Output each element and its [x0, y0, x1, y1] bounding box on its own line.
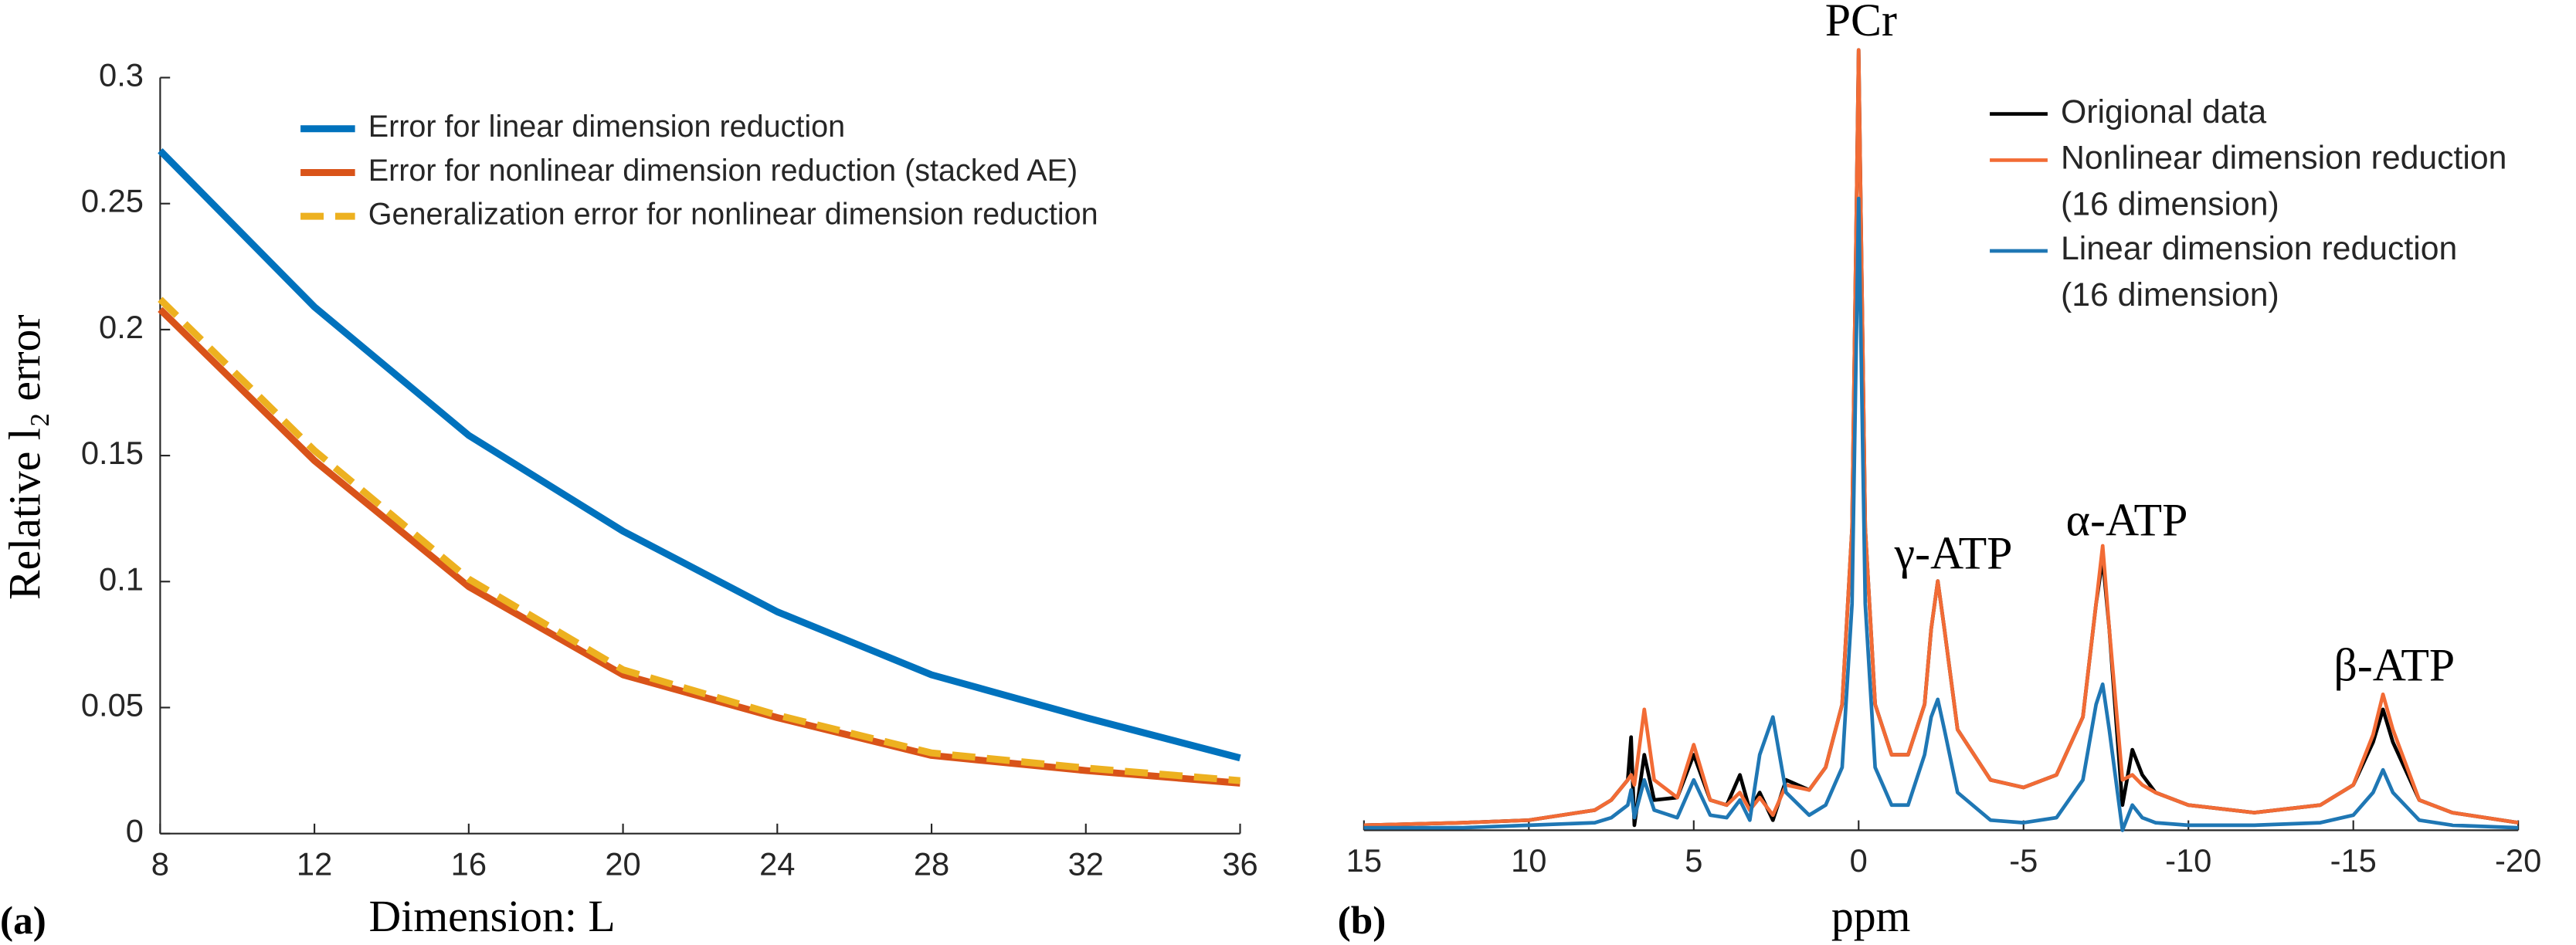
y-tick-label: 0.3 [99, 57, 144, 93]
legend-label: Origional data [2061, 93, 2266, 130]
legend-label: Error for linear dimension reduction [368, 110, 845, 144]
x-tick-label: 10 [1511, 842, 1546, 879]
panel-label: (b) [1338, 899, 1386, 943]
x-tick-label: 32 [1068, 845, 1104, 882]
y-tick-label: 0.05 [81, 686, 144, 723]
x-tick-label: -5 [2009, 842, 2038, 879]
legend-label: Generalization error for nonlinear dimen… [368, 198, 1098, 232]
peak-annotation: α-ATP [2066, 495, 2188, 546]
y-tick-label: 0.1 [99, 561, 144, 597]
series-line [1363, 196, 2519, 832]
x-tick-label: 28 [914, 845, 949, 882]
x-tick-label: -15 [2330, 842, 2377, 879]
legend-label: Linear dimension reduction (16 dimension) [2061, 230, 2457, 313]
peak-annotation: β-ATP [2333, 640, 2455, 691]
peak-annotation: PCr [1825, 0, 1897, 46]
y-tick-label: 0.15 [81, 435, 144, 471]
x-tick-label: -20 [2495, 842, 2541, 879]
y-tick-label: 0.25 [81, 183, 144, 219]
x-tick-label: 36 [1222, 845, 1257, 882]
x-tick-label: 0 [1850, 842, 1868, 879]
x-tick-label: -10 [2165, 842, 2211, 879]
x-tick-label: 15 [1346, 842, 1382, 879]
peak-annotation: γ-ATP [1894, 527, 2013, 578]
y-tick-label: 0 [126, 813, 144, 849]
series-line [1363, 48, 2519, 828]
panel-label: (a) [0, 899, 46, 943]
x-tick-label: 8 [151, 845, 169, 882]
series-line [158, 296, 1240, 784]
series-line [158, 148, 1241, 762]
y-tick-label: 0.2 [99, 309, 144, 345]
x-tick-label: 24 [759, 845, 795, 882]
x-tick-label: 16 [451, 845, 487, 882]
legend-label: Nonlinear dimension reduction (16 dimensi… [2061, 140, 2506, 223]
x-axis-label: Dimension: L [369, 892, 616, 941]
x-axis-label: ppm [1831, 892, 1911, 941]
x-tick-label: 12 [297, 845, 332, 882]
x-tick-label: 20 [605, 845, 640, 882]
y-axis-label: Relative l₂ error [2, 314, 50, 599]
x-tick-label: 5 [1685, 842, 1702, 879]
legend-label: Error for nonlinear dimension reduction … [368, 154, 1078, 188]
